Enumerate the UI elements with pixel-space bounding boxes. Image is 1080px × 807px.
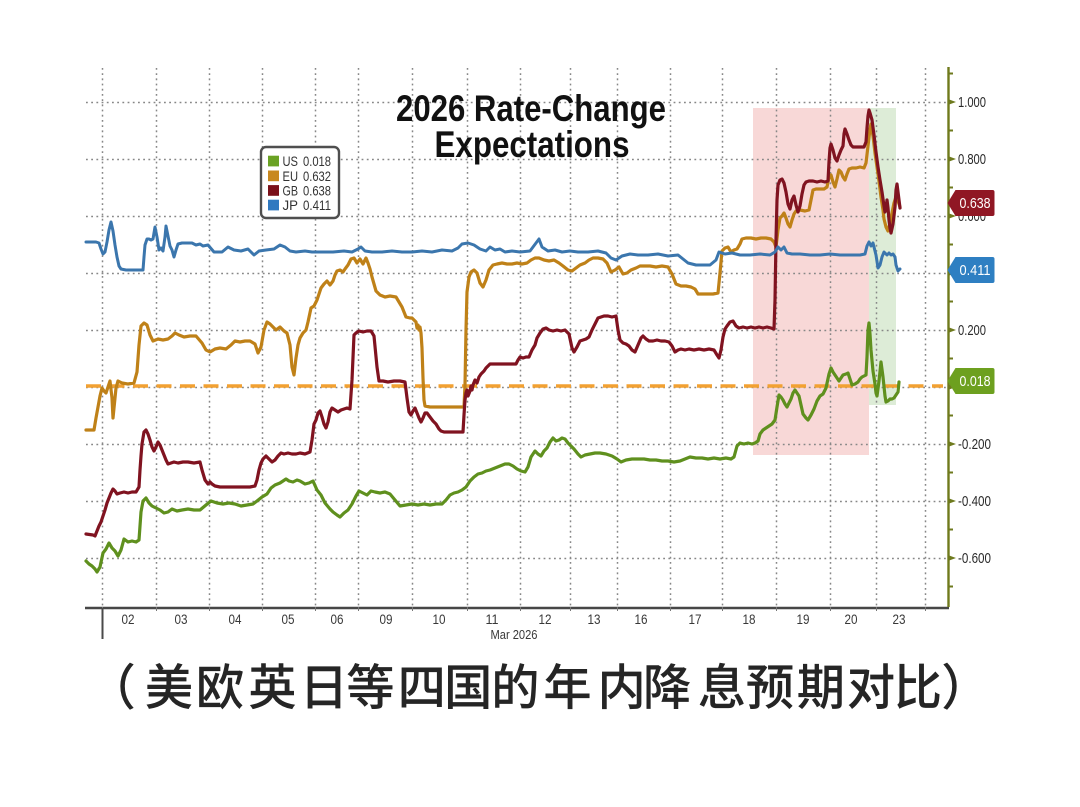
svg-text:06: 06 [331,612,344,627]
svg-text:16: 16 [635,612,648,627]
svg-text:1.000: 1.000 [958,94,986,111]
svg-text:13: 13 [588,612,601,627]
svg-text:0.018: 0.018 [303,153,331,169]
svg-text:-0.600: -0.600 [958,550,991,567]
svg-text:0.638: 0.638 [303,182,331,198]
svg-text:11: 11 [486,612,499,627]
svg-text:18: 18 [743,612,756,627]
svg-text:GB: GB [283,182,299,198]
svg-text:0.632: 0.632 [303,168,331,184]
svg-text:05: 05 [282,612,295,627]
svg-text:04: 04 [229,612,242,627]
svg-text:0.200: 0.200 [958,322,986,339]
svg-text:0.411: 0.411 [303,197,331,213]
svg-text:-0.400: -0.400 [958,493,991,510]
svg-text:-0.200: -0.200 [958,436,991,453]
svg-text:0.800: 0.800 [958,151,986,168]
svg-text:12: 12 [539,612,552,627]
svg-text:02: 02 [122,612,135,627]
svg-text:JP: JP [283,197,299,213]
svg-text:17: 17 [689,612,702,627]
svg-text:Expectations: Expectations [435,124,630,165]
svg-text:0.411: 0.411 [960,262,991,279]
svg-text:10: 10 [433,612,446,627]
svg-text:23: 23 [893,612,906,627]
svg-text:20: 20 [845,612,858,627]
svg-text:EU: EU [283,168,299,184]
svg-text:03: 03 [175,612,188,627]
svg-text:0.638: 0.638 [960,195,991,212]
svg-text:0.018: 0.018 [960,373,991,390]
svg-text:09: 09 [380,612,393,627]
svg-text:2026 Rate-Change: 2026 Rate-Change [396,88,666,129]
svg-text:19: 19 [797,612,810,627]
svg-text:US: US [283,153,299,169]
svg-text:Mar 2026: Mar 2026 [491,627,538,642]
